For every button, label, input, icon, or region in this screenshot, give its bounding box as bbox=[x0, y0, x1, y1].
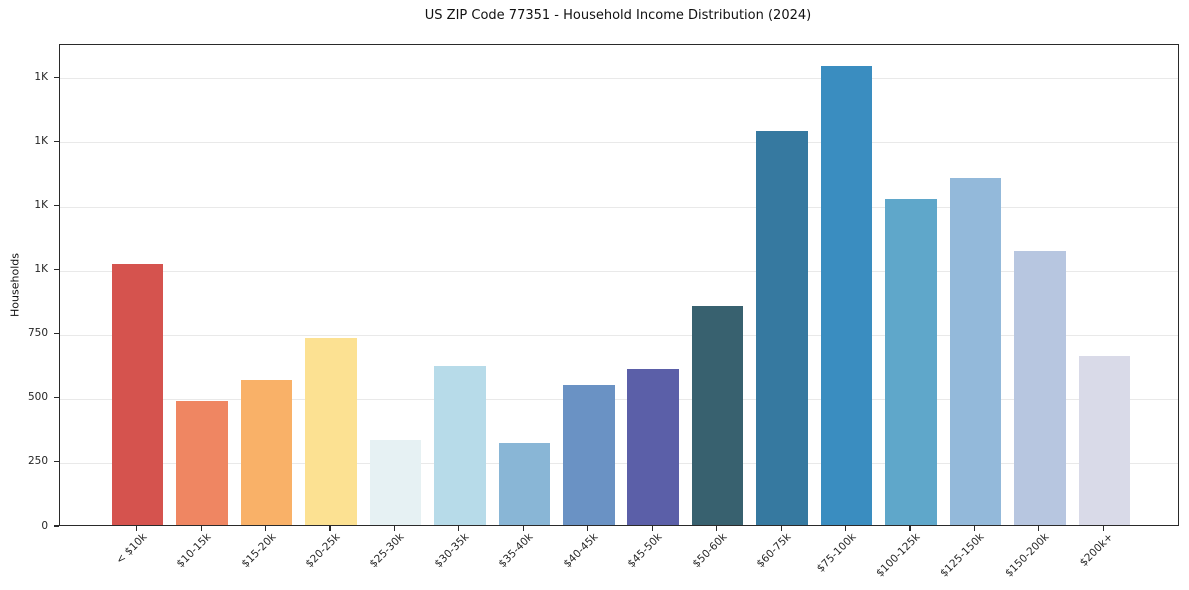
bar bbox=[240, 380, 293, 525]
bar bbox=[305, 337, 357, 525]
gridline bbox=[59, 270, 1178, 272]
y-tick-label: 500 bbox=[27, 391, 48, 404]
plot-area bbox=[58, 44, 1179, 526]
y-tick-mark bbox=[53, 461, 59, 463]
y-tick-label: 750 bbox=[27, 327, 48, 340]
x-tick-mark bbox=[844, 526, 847, 531]
bar bbox=[885, 199, 937, 525]
gridline bbox=[59, 206, 1178, 208]
y-tick-mark bbox=[53, 204, 59, 207]
bar bbox=[820, 66, 873, 525]
x-tick-mark bbox=[909, 526, 911, 531]
y-tick-label: 1K bbox=[34, 70, 48, 83]
x-tick-mark bbox=[651, 526, 653, 531]
gridline bbox=[59, 334, 1178, 336]
x-tick-mark bbox=[458, 526, 460, 531]
gridline bbox=[59, 398, 1178, 400]
bar bbox=[498, 442, 551, 525]
x-tick-label: < $10k bbox=[113, 531, 150, 567]
y-tick-label: 0 bbox=[41, 519, 48, 532]
y-tick-label: 250 bbox=[27, 455, 48, 468]
y-tick-mark bbox=[53, 269, 59, 271]
bar bbox=[369, 440, 422, 525]
bar bbox=[111, 263, 164, 525]
bar bbox=[691, 305, 744, 525]
y-tick-label: 1K bbox=[34, 134, 48, 147]
bar bbox=[176, 400, 228, 525]
x-tick-mark bbox=[1038, 526, 1040, 531]
bar bbox=[949, 177, 1002, 525]
x-tick-mark bbox=[716, 526, 718, 531]
bar bbox=[434, 366, 486, 525]
y-tick-mark bbox=[53, 140, 59, 142]
chart-title: US ZIP Code 77351 - Household Income Dis… bbox=[424, 8, 812, 23]
x-tick-mark bbox=[780, 526, 782, 531]
x-tick-mark bbox=[329, 526, 331, 531]
x-tick-mark bbox=[522, 526, 524, 531]
bar bbox=[563, 385, 615, 525]
y-tick-mark bbox=[53, 333, 59, 335]
gridline bbox=[59, 142, 1178, 144]
x-tick-mark bbox=[200, 526, 202, 531]
bar bbox=[1014, 250, 1066, 525]
bar bbox=[756, 131, 808, 525]
x-tick-mark bbox=[1102, 526, 1104, 531]
x-tick-mark bbox=[587, 526, 589, 531]
y-tick-mark bbox=[53, 397, 59, 399]
gridline bbox=[59, 462, 1178, 464]
gridline bbox=[59, 78, 1178, 80]
y-tick-mark bbox=[53, 525, 59, 527]
y-tick-label: 1K bbox=[34, 263, 48, 276]
y-tick-mark bbox=[53, 76, 59, 78]
y-tick-label: 1K bbox=[34, 199, 48, 212]
bar bbox=[627, 368, 679, 525]
x-tick-mark bbox=[136, 526, 138, 531]
x-tick-mark bbox=[973, 526, 975, 531]
x-tick-mark bbox=[264, 526, 267, 531]
bar bbox=[1078, 355, 1131, 525]
x-tick-mark bbox=[393, 526, 396, 531]
